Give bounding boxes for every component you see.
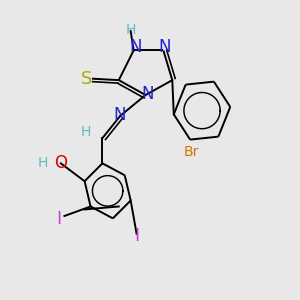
- Text: O: O: [54, 154, 67, 172]
- Text: H: H: [125, 22, 136, 37]
- Text: N: N: [158, 38, 170, 56]
- Text: I: I: [134, 226, 139, 244]
- Text: Br: Br: [183, 146, 199, 159]
- Text: N: N: [141, 85, 154, 103]
- Text: H: H: [37, 156, 48, 170]
- Text: I: I: [56, 210, 62, 228]
- Text: N: N: [113, 106, 126, 124]
- Text: N: N: [130, 38, 142, 56]
- Text: S: S: [80, 70, 92, 88]
- Text: H: H: [81, 125, 91, 139]
